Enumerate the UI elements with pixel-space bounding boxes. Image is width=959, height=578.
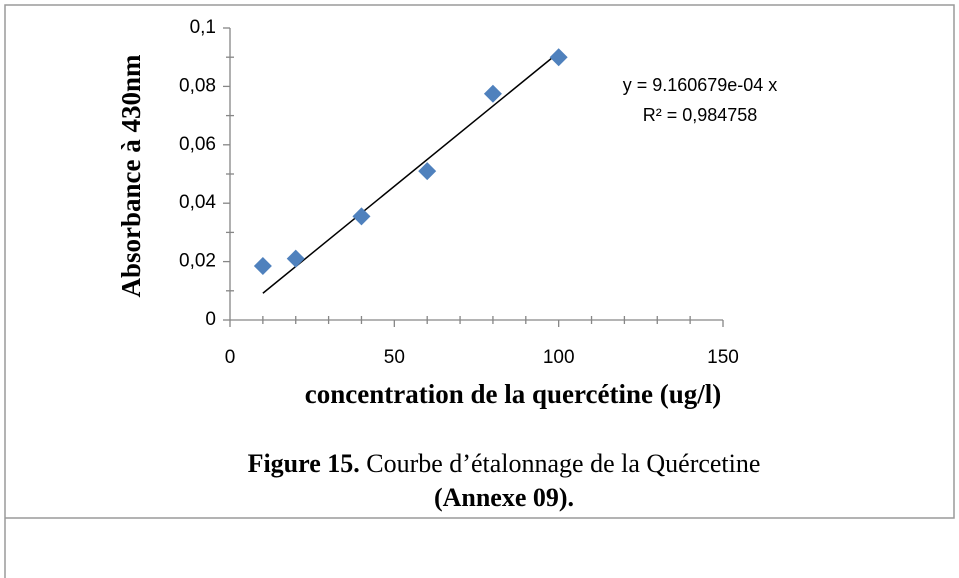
x-tick-label: 100 — [543, 347, 575, 368]
y-tick-label: 0,06 — [179, 134, 216, 155]
data-point — [418, 162, 437, 181]
x-axis-label: concentration de la quercétine (ug/l) — [305, 379, 721, 409]
caption-text: Courbe d’étalonnage de la Quércetine — [360, 449, 761, 478]
x-tick-label: 0 — [225, 347, 236, 368]
data-point — [253, 256, 272, 275]
caption-label: Figure 15. — [248, 449, 360, 478]
frame — [4, 4, 955, 578]
trend-equation: y = 9.160679e-04 x — [623, 75, 778, 95]
x-tick-label: 50 — [384, 347, 405, 368]
y-tick-label: 0 — [205, 309, 216, 330]
data-point — [352, 207, 371, 226]
data-point — [483, 84, 502, 103]
caption-note: (Annexe 09). — [434, 483, 574, 512]
data-point — [286, 249, 305, 268]
x-tick-label: 150 — [707, 347, 739, 368]
caption: Figure 15. Courbe d’étalonnage de la Qué… — [248, 449, 761, 478]
y-axis-label: Absorbance à 430nm — [116, 54, 146, 298]
trend-r2: R² = 0,984758 — [643, 105, 758, 125]
y-tick-label: 0,02 — [179, 251, 216, 272]
y-tick-label: 0,08 — [179, 75, 216, 96]
data-point — [549, 48, 568, 67]
y-tick-label: 0,04 — [179, 192, 216, 213]
y-tick-label: 0,1 — [190, 17, 216, 38]
trendline — [262, 51, 560, 294]
